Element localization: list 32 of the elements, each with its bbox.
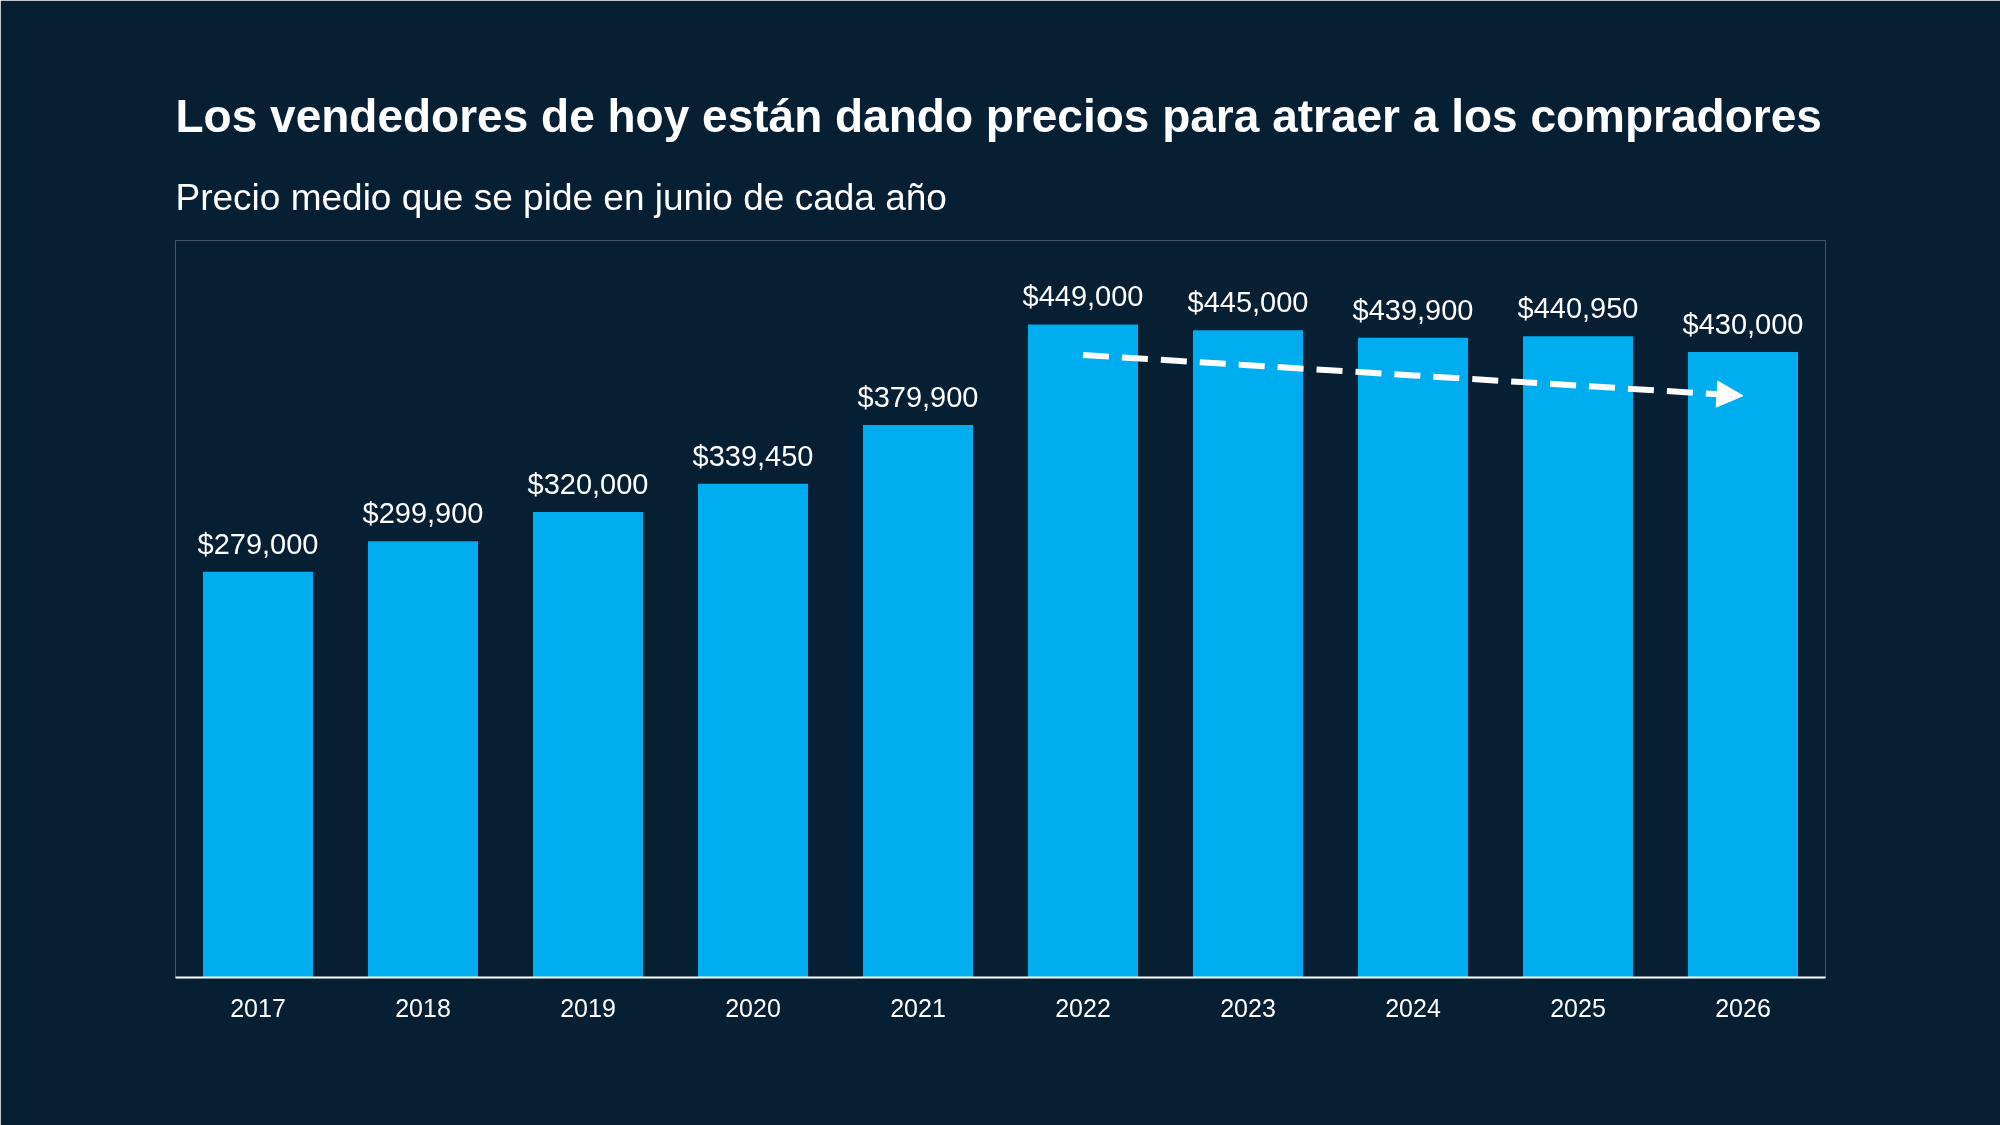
x-tick-label: 2019 [560, 993, 616, 1022]
bar [1687, 352, 1799, 978]
bar [862, 424, 974, 978]
data-label: $339,450 [692, 439, 814, 472]
data-label: $320,000 [527, 468, 649, 501]
bar [532, 512, 644, 978]
bar [1357, 337, 1469, 978]
data-label: $379,900 [857, 380, 979, 413]
x-tick-label: 2021 [890, 993, 946, 1022]
x-tick-label: 2022 [1055, 993, 1111, 1022]
bar [202, 571, 314, 978]
data-label: $299,900 [362, 497, 484, 530]
x-tick-label: 2017 [230, 993, 286, 1022]
bar [1522, 336, 1634, 978]
x-tick-label: 2023 [1220, 993, 1276, 1022]
x-tick-label: 2026 [1715, 993, 1771, 1022]
data-label: $430,000 [1682, 308, 1804, 341]
data-label: $440,950 [1517, 292, 1639, 325]
bar [697, 483, 809, 978]
data-label: $445,000 [1187, 286, 1309, 319]
x-tick-label: 2020 [725, 993, 781, 1022]
x-tick-label: 2024 [1385, 993, 1441, 1022]
x-tick-label: 2018 [395, 993, 451, 1022]
data-label: $439,900 [1352, 293, 1474, 326]
chart-title: Los vendedores de hoy están dando precios para atraer a los compradores [175, 89, 1822, 142]
bar [1027, 324, 1139, 978]
bar [367, 541, 479, 978]
chart-subtitle: Precio medio que se pide en junio de cada año [175, 176, 947, 218]
data-label: $279,000 [197, 527, 319, 560]
bar [1192, 330, 1304, 978]
data-label: $449,000 [1022, 280, 1144, 313]
x-tick-label: 2025 [1550, 993, 1606, 1022]
